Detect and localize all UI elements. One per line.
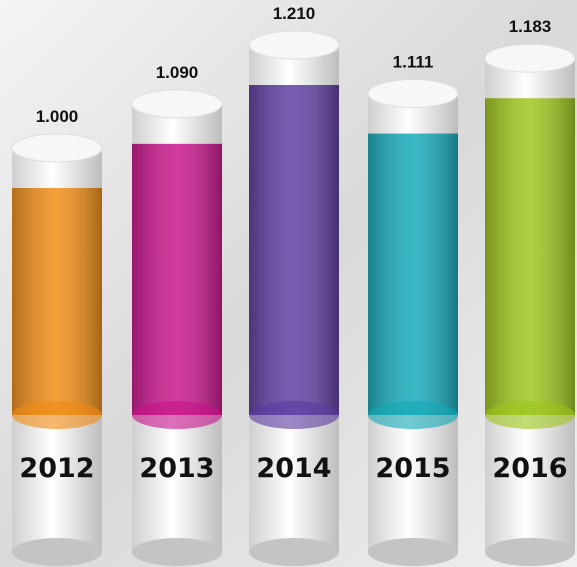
bar-shade: [132, 143, 222, 415]
cylinder-top: [131, 89, 223, 119]
cylinder-top: [367, 79, 459, 109]
bar-bottom: [249, 401, 339, 429]
bar-bottom: [132, 401, 222, 429]
cylinder-base: [249, 538, 339, 566]
x-tick-label: 2013: [139, 453, 214, 484]
value-label: 1.183: [509, 17, 552, 36]
x-tick-label: 2015: [375, 453, 450, 484]
bar-bottom: [368, 401, 458, 429]
cylinder-top: [484, 43, 576, 73]
cylinder-top: [248, 30, 340, 60]
x-tick-label: 2016: [492, 453, 567, 484]
value-label: 1.090: [156, 63, 199, 82]
cylinder-base: [485, 538, 575, 566]
bar-bottom: [12, 401, 102, 429]
value-label: 1.210: [273, 4, 316, 23]
bar-shade: [12, 188, 102, 415]
cylinder-base: [132, 538, 222, 566]
bar-shade: [249, 85, 339, 415]
x-tick-label: 2012: [19, 453, 94, 484]
value-label: 1.000: [36, 107, 79, 126]
cylinder-base: [12, 538, 102, 566]
bar-shade: [368, 133, 458, 416]
bar-shade: [485, 98, 575, 415]
bar-bottom: [485, 401, 575, 429]
value-label: 1.111: [393, 53, 434, 72]
x-tick-label: 2014: [256, 453, 331, 484]
cylinder-base: [368, 538, 458, 566]
cylinder-top: [11, 133, 103, 163]
